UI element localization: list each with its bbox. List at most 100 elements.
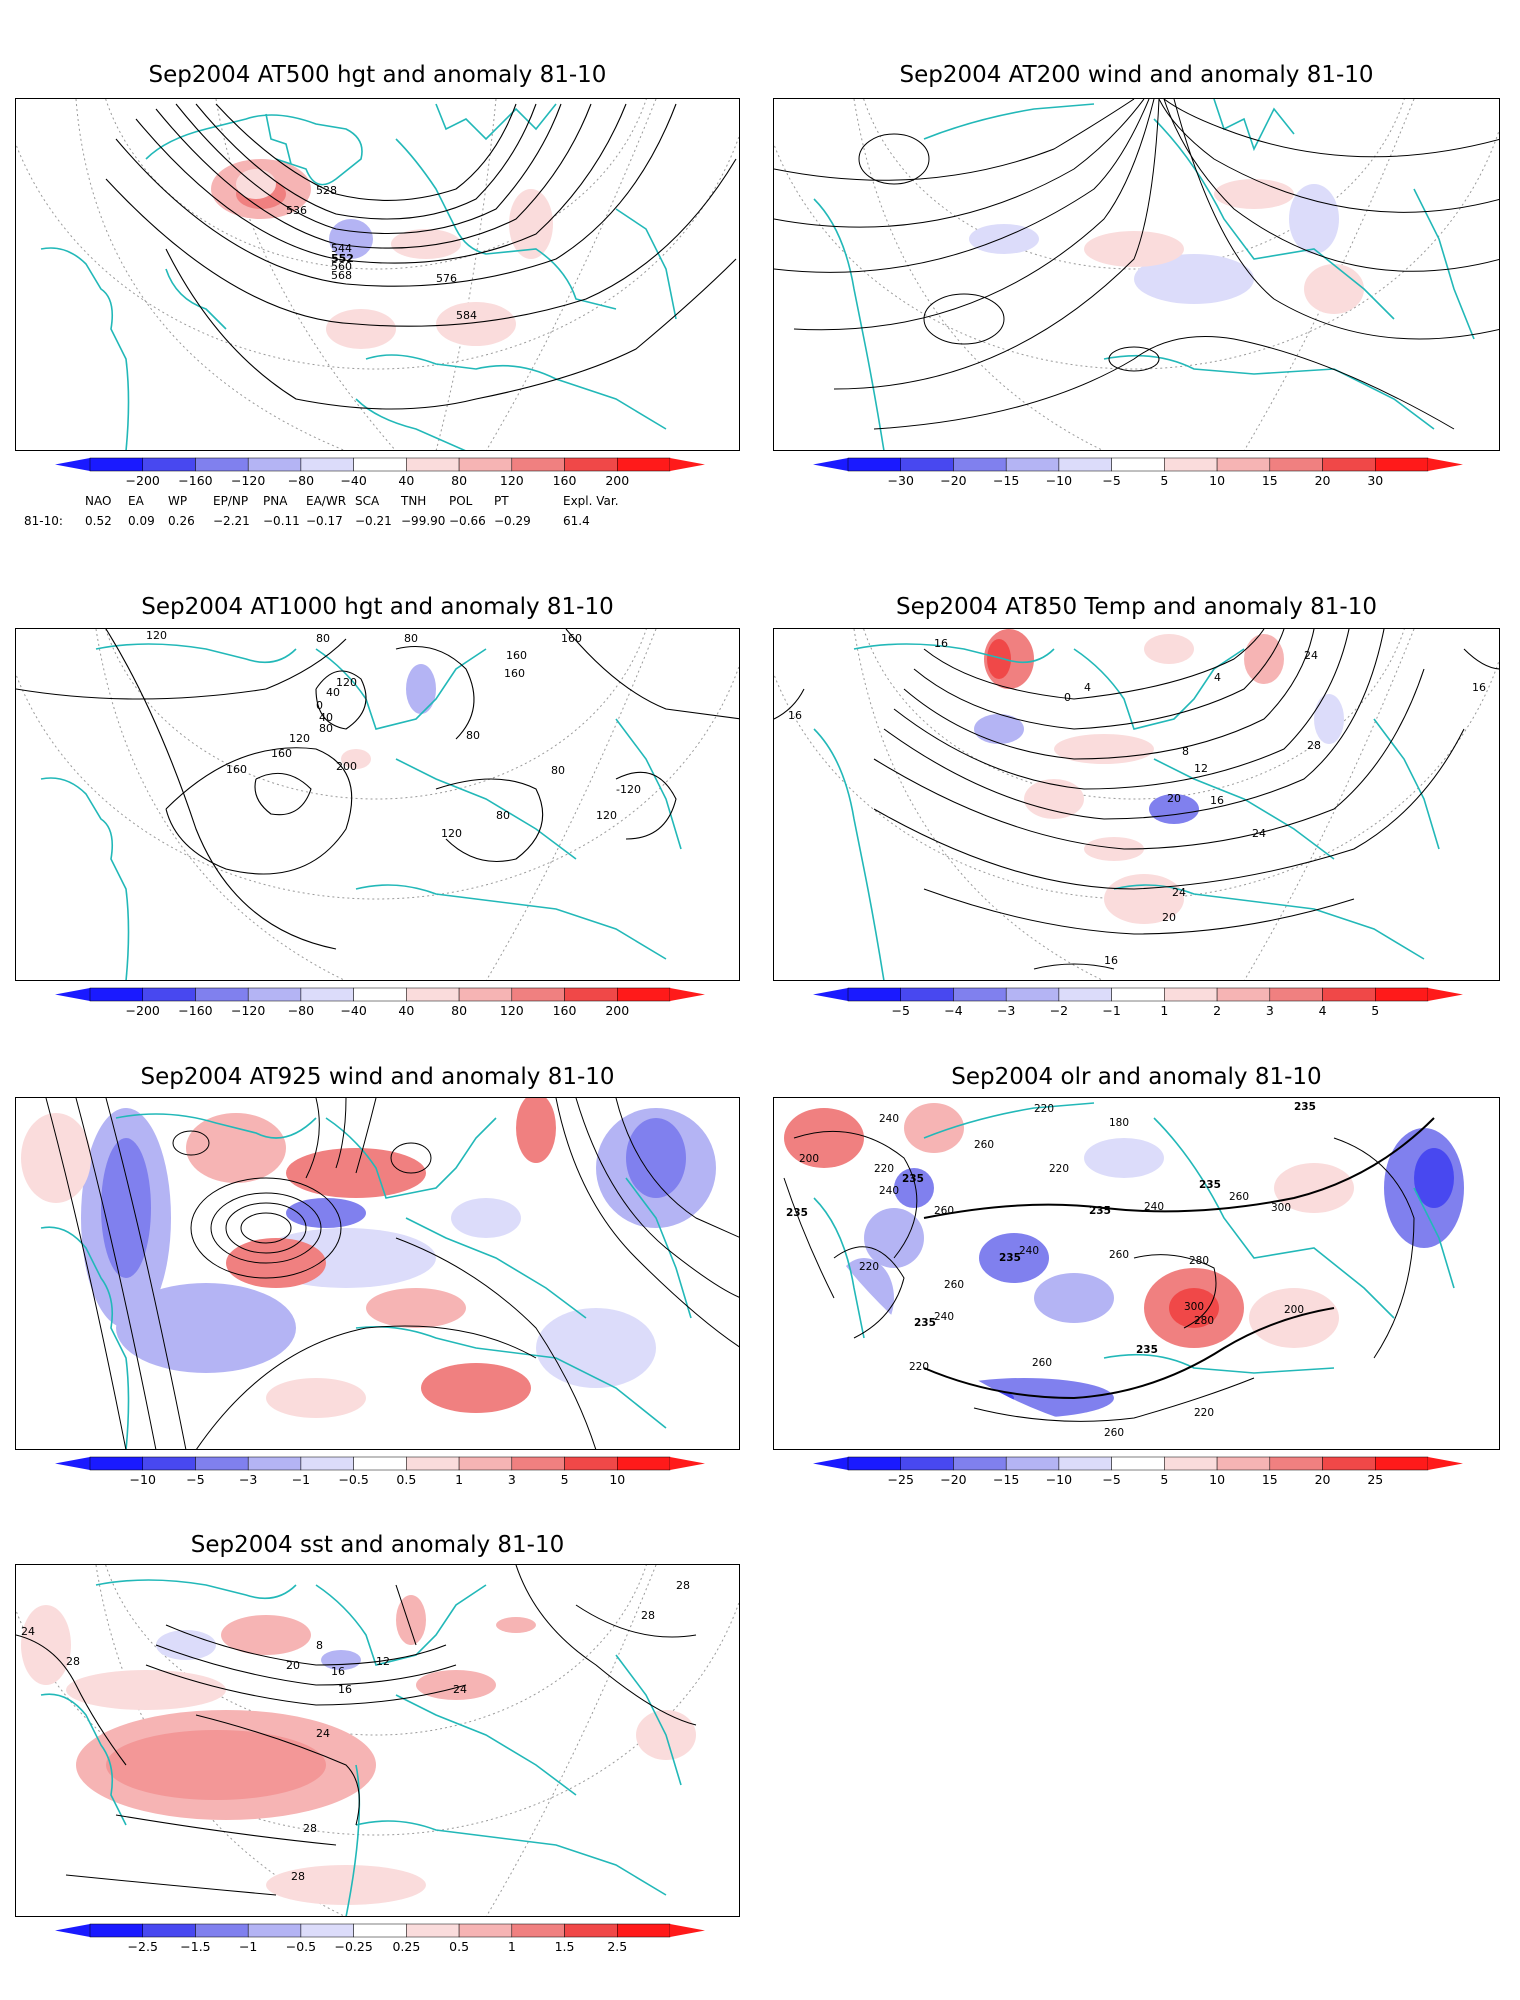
colorbar-tick-label: 80 bbox=[451, 1003, 467, 1018]
contour-label: 8 bbox=[316, 1639, 323, 1652]
coastlines bbox=[40, 103, 677, 450]
colorbar-swatch bbox=[55, 1924, 90, 1937]
colorbar-swatch bbox=[617, 1923, 671, 1938]
panel-5-map bbox=[15, 1097, 740, 1450]
colorbar-tick-label: 30 bbox=[1367, 473, 1383, 488]
colorbar-tick-label: −15 bbox=[993, 1472, 1019, 1487]
panel-2-colorbar: −30 −20 −15 −10 −5 5 10 15 20 30 bbox=[813, 457, 1463, 488]
teleconnection-name: PT bbox=[494, 494, 509, 508]
contour-label: 24 bbox=[316, 1727, 330, 1740]
colorbar-swatch bbox=[511, 457, 565, 472]
colorbar-swatch bbox=[670, 458, 705, 471]
colorbar-swatch bbox=[1216, 987, 1271, 1002]
colorbar-swatch bbox=[1216, 457, 1271, 472]
colorbar-swatch bbox=[564, 1456, 618, 1471]
contour-label: 16 bbox=[1210, 794, 1224, 807]
colorbar-swatch bbox=[55, 458, 90, 471]
contour-label: 260 bbox=[1032, 1357, 1052, 1369]
contour-labels: 120 80 80 160 160 160 120 40 0 40 80 120… bbox=[146, 629, 641, 840]
colorbar-tick-label: −3 bbox=[997, 1003, 1015, 1018]
colorbar-swatch bbox=[300, 987, 354, 1002]
streamlines bbox=[774, 99, 1499, 430]
streamlines bbox=[45, 1098, 739, 1449]
contour-label: 120 bbox=[146, 629, 167, 642]
colorbar-tick-label: 1.5 bbox=[555, 1939, 575, 1954]
contour-labels: 220 180 235 240 260 200 220 240 235 235 … bbox=[786, 1101, 1316, 1439]
colorbar-swatch bbox=[1375, 1456, 1429, 1471]
height-contours bbox=[105, 103, 737, 410]
colorbar-swatch bbox=[1005, 1456, 1060, 1471]
colorbar-swatch bbox=[195, 1923, 249, 1938]
contour-label: 24 bbox=[1172, 886, 1186, 899]
colorbar-tick-label: 5 bbox=[561, 1472, 569, 1487]
colorbar-swatch bbox=[511, 1456, 565, 1471]
colorbar-tick-label: −20 bbox=[940, 473, 966, 488]
colorbar-tick-label: −2.5 bbox=[128, 1939, 158, 1954]
contour-label: 16 bbox=[331, 1665, 345, 1678]
colorbar-swatch bbox=[247, 1456, 302, 1471]
contour-label: 576 bbox=[436, 272, 457, 285]
colorbar-swatch bbox=[1375, 987, 1429, 1002]
colorbar-tick-label: −40 bbox=[340, 473, 366, 488]
colorbar-swatch bbox=[406, 987, 460, 1002]
contour-label: 8 bbox=[1182, 745, 1189, 758]
colorbar-swatch bbox=[1216, 1456, 1271, 1471]
olr-contours bbox=[783, 1117, 1435, 1422]
colorbar-swatch bbox=[89, 1923, 143, 1938]
contour-label: 200 bbox=[799, 1153, 819, 1165]
colorbar-swatch bbox=[300, 457, 354, 472]
panel-1-colorbar: −200 −160 −120 −80 −40 40 80 120 160 200 bbox=[55, 457, 705, 488]
colorbar-tick-label: −80 bbox=[288, 473, 314, 488]
colorbar-tick-label: −10 bbox=[1046, 1472, 1072, 1487]
colorbar-swatch bbox=[670, 1924, 705, 1937]
panel-7-map: 28 28 24 28 8 12 16 20 16 24 24 28 28 bbox=[15, 1564, 740, 1917]
panel-4-colorbar: −5 −4 −3 −2 −1 1 2 3 4 5 bbox=[813, 987, 1463, 1018]
anomaly-shading bbox=[974, 629, 1344, 924]
colorbar-tick-label: 25 bbox=[1367, 1472, 1383, 1487]
contour-label: -120 bbox=[616, 783, 641, 796]
contour-label: 80 bbox=[316, 632, 330, 645]
contour-label: 260 bbox=[1104, 1427, 1124, 1439]
panel-4-map: 16 16 4 0 4 24 16 8 12 28 20 16 24 24 20… bbox=[773, 628, 1500, 981]
teleconnection-name: Expl. Var. bbox=[563, 494, 619, 508]
colorbar-tick-label: 200 bbox=[605, 1003, 629, 1018]
colorbar-tick-label: 3 bbox=[1266, 1003, 1274, 1018]
teleconnection-name: EA bbox=[128, 494, 144, 508]
colorbar-swatch bbox=[1164, 987, 1218, 1002]
contour-label: 0 bbox=[316, 699, 323, 712]
contour-label: 40 bbox=[319, 711, 333, 724]
contour-label: 235 bbox=[914, 1317, 936, 1329]
colorbar-swatch bbox=[142, 457, 196, 472]
colorbar-tick-label: −4 bbox=[944, 1003, 962, 1018]
grid-lines bbox=[774, 629, 1499, 980]
colorbar-tick-label: 1 bbox=[508, 1939, 516, 1954]
colorbar-swatch bbox=[813, 988, 848, 1001]
contour-label: 235 bbox=[1199, 1179, 1221, 1191]
colorbar-swatch bbox=[247, 457, 302, 472]
colorbar-tick-label: −1 bbox=[239, 1939, 257, 1954]
colorbar-tick-label: 40 bbox=[398, 1003, 414, 1018]
contour-label: 28 bbox=[641, 1609, 655, 1622]
panel-7-title: Sep2004 sst and anomaly 81-10 bbox=[190, 1532, 565, 1558]
panel-5-title: Sep2004 AT925 wind and anomaly 81-10 bbox=[140, 1064, 615, 1090]
contour-label: 0 bbox=[1064, 691, 1071, 704]
colorbar-swatch bbox=[1322, 987, 1376, 1002]
contour-label: 12 bbox=[376, 1655, 390, 1668]
colorbar-swatch bbox=[353, 987, 407, 1002]
colorbar-tick-label: 0.5 bbox=[396, 1472, 416, 1487]
colorbar-tick-label: 40 bbox=[398, 473, 414, 488]
panel-6-colorbar: −25 −20 −15 −10 −5 5 10 15 20 25 bbox=[813, 1456, 1463, 1487]
contour-label: 235 bbox=[1089, 1205, 1111, 1217]
contour-label: 80 bbox=[319, 722, 333, 735]
contour-label: 220 bbox=[1194, 1407, 1214, 1419]
colorbar-tick-label: 200 bbox=[605, 473, 629, 488]
contour-labels: 28 28 24 28 8 12 16 20 16 24 24 28 28 bbox=[21, 1579, 690, 1883]
colorbar-swatch bbox=[195, 457, 249, 472]
contour-label: 160 bbox=[226, 763, 247, 776]
colorbar-tick-label: −2 bbox=[1050, 1003, 1068, 1018]
grid-lines bbox=[16, 99, 739, 450]
colorbar-tick-label: 10 bbox=[1209, 473, 1225, 488]
colorbar-tick-label: 15 bbox=[1262, 473, 1278, 488]
colorbar-tick-label: 15 bbox=[1262, 1472, 1278, 1487]
colorbar-swatch bbox=[195, 1456, 249, 1471]
